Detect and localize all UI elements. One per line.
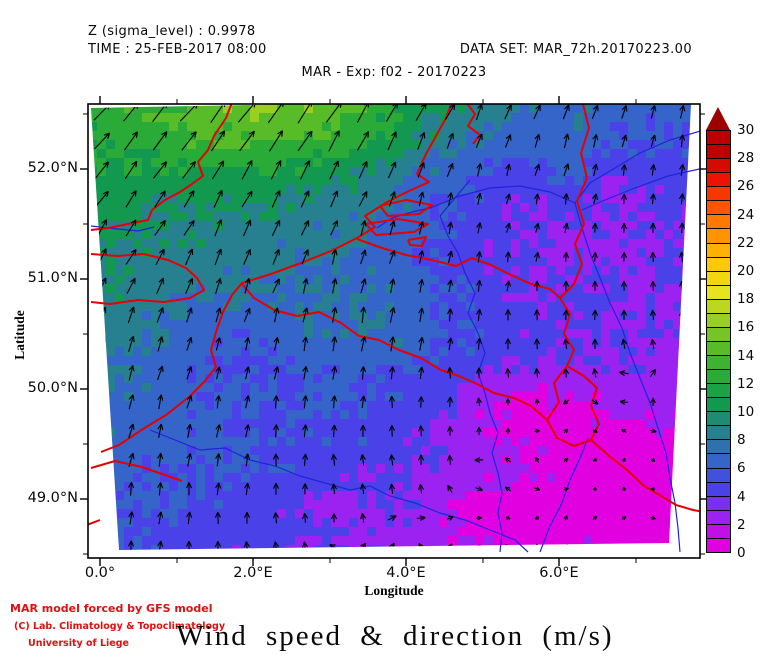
colorbar-swatch	[707, 242, 730, 257]
colorbar-swatch	[707, 355, 730, 370]
y-tick-label: 49.0°N	[27, 490, 78, 506]
colorbar-swatch	[707, 270, 730, 285]
x-tick-label: 2.0°E	[233, 565, 273, 581]
colorbar-over-triangle	[706, 107, 730, 130]
colorbar-tick-label: 10	[737, 404, 755, 420]
colorbar-swatch	[707, 481, 730, 496]
y-tick-label: 52.0°N	[27, 160, 78, 176]
colorbar-tick-label: 22	[737, 234, 755, 251]
river-rhine-branch	[581, 168, 700, 211]
sigma-level-text: Z (sigma_level) : 0.9978	[88, 24, 256, 39]
wind-arrows	[93, 104, 687, 550]
colorbar-swatches	[706, 130, 731, 553]
colorbar-tick-label: 30	[737, 122, 755, 138]
border-zeeland-island-3	[407, 236, 427, 247]
colorbar-swatch	[707, 340, 730, 355]
colorbar-swatch	[707, 453, 730, 468]
colorbar-swatch	[707, 312, 730, 327]
colorbar-tick-label: 16	[737, 319, 755, 336]
colorbar-swatch	[707, 411, 730, 426]
colorbar-swatch	[707, 495, 730, 510]
credit-university-line: University of Liege	[28, 638, 129, 649]
colorbar-tick-label: 4	[737, 488, 746, 505]
colorbar-tick-label: 28	[737, 150, 755, 167]
colorbar-swatch	[707, 439, 730, 454]
border-cotentin-coast	[88, 519, 101, 526]
y-axis-title: Latitude	[12, 310, 27, 360]
y-tick-label: 50.0°N	[27, 380, 78, 396]
x-tick-label: 4.0°E	[386, 565, 426, 581]
border-border-be-de-luxembourg	[546, 297, 600, 447]
colorbar-swatch	[707, 383, 730, 398]
border-border-nl-de	[559, 104, 590, 299]
credit-model-line: MAR model forced by GFS model	[10, 602, 213, 615]
x-axis-title: Longitude	[364, 583, 424, 598]
credit-lab-line: (C) Lab. Climatology & Topoclimatology	[14, 621, 226, 632]
border-border-fr-be	[241, 283, 548, 421]
colorbar-swatch	[707, 186, 730, 201]
colorbar-swatch	[707, 158, 730, 173]
y-tick-label: 51.0°N	[27, 270, 78, 286]
border-england-kent-coast	[90, 253, 205, 305]
colorbar-swatch	[707, 256, 730, 271]
colorbar-swatch	[707, 214, 730, 229]
colorbar-swatch	[707, 200, 730, 215]
wind-speed-field	[91, 104, 691, 550]
colorbar-swatch	[707, 537, 730, 552]
colorbar-swatch	[707, 284, 730, 299]
colorbar-swatch	[707, 172, 730, 187]
colorbar-swatch	[707, 298, 730, 313]
rivers	[90, 130, 700, 553]
colorbar-swatch	[707, 467, 730, 482]
x-tick-label: 6.0°E	[539, 565, 579, 581]
colorbar-swatch	[707, 326, 730, 341]
colorbar-swatch	[707, 397, 730, 412]
colorbar-tick-label: 0	[737, 545, 746, 561]
colorbar-tick-label: 18	[737, 291, 755, 308]
colorbar-tick-label: 6	[737, 460, 746, 477]
colorbar-tick-label: 14	[737, 347, 755, 364]
colorbar-swatch	[707, 425, 730, 440]
experiment-title: MAR - Exp: f02 - 20170223	[301, 65, 487, 80]
colorbar-tick-label: 24	[737, 206, 755, 223]
river-rhine	[574, 130, 700, 553]
colorbar-tick-label: 12	[737, 375, 755, 392]
colorbar-swatch	[707, 228, 730, 243]
colorbar-swatch	[707, 131, 730, 145]
map-frame-and-ticks	[80, 96, 708, 566]
river-moselle	[539, 437, 589, 553]
colorbar-tick-label: 2	[737, 516, 746, 533]
colorbar-tick-label: 8	[737, 432, 746, 449]
colorbar-swatch	[707, 369, 730, 384]
dataset-text: DATA SET: MAR_72h.20170223.00	[459, 42, 692, 57]
border-zeeland-island-1	[379, 199, 433, 217]
colorbar-tick-label: 20	[737, 263, 755, 279]
colorbar-swatch	[707, 509, 730, 524]
valid-time-text: TIME : 25-FEB-2017 08:00	[88, 42, 267, 57]
river-seine	[149, 429, 529, 553]
border-normandy-coast	[90, 460, 183, 482]
colorbar-swatch	[707, 144, 730, 159]
border-border-fr-de	[590, 439, 700, 513]
map-canvas	[80, 96, 708, 566]
river-meuse	[439, 179, 503, 553]
x-tick-label: 0.0°	[84, 565, 116, 581]
colorbar-swatch	[707, 523, 730, 538]
figure-main-title: Wind speed & direction (m/s)	[176, 620, 614, 652]
colorbar-tick-label: 26	[737, 178, 755, 195]
